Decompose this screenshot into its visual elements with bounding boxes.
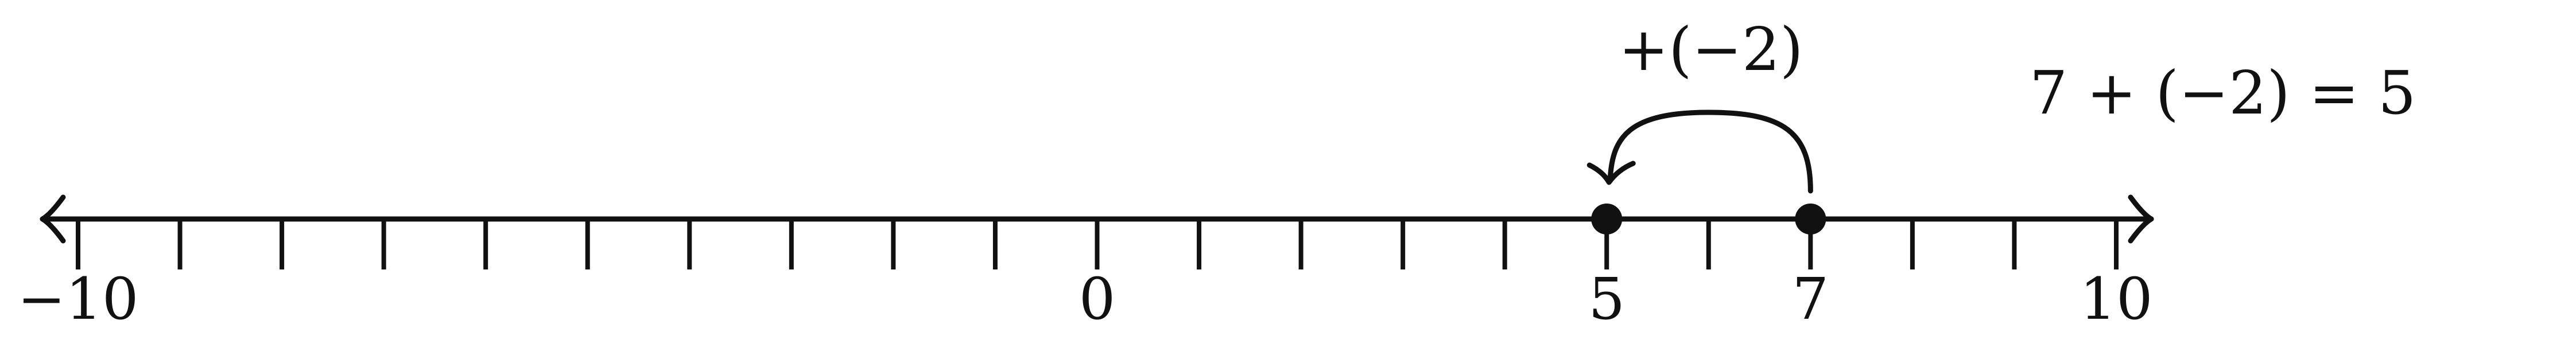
plotted-point bbox=[1795, 204, 1826, 234]
jump-arc bbox=[1607, 110, 1813, 194]
jump-arrowhead bbox=[1586, 161, 1636, 185]
tick-label: 10 bbox=[2080, 265, 2152, 333]
tick-label: 5 bbox=[1588, 265, 1625, 333]
tick-label: 7 bbox=[1793, 265, 1829, 333]
jump-arrow-group bbox=[1586, 110, 1813, 194]
jump-label: +(−2) bbox=[1619, 14, 1803, 84]
plotted-points bbox=[1591, 204, 1826, 234]
plotted-point bbox=[1591, 204, 1623, 234]
tick-label: 0 bbox=[1079, 265, 1116, 333]
tick-marks bbox=[76, 219, 2119, 269]
tick-labels: −10 0 5 7 10 bbox=[17, 265, 2152, 333]
left-arrowhead bbox=[40, 194, 66, 244]
tick-label: −10 bbox=[17, 265, 138, 333]
right-arrowhead bbox=[2128, 194, 2154, 244]
equation-text: 7 + (−2) = 5 bbox=[2030, 58, 2416, 128]
